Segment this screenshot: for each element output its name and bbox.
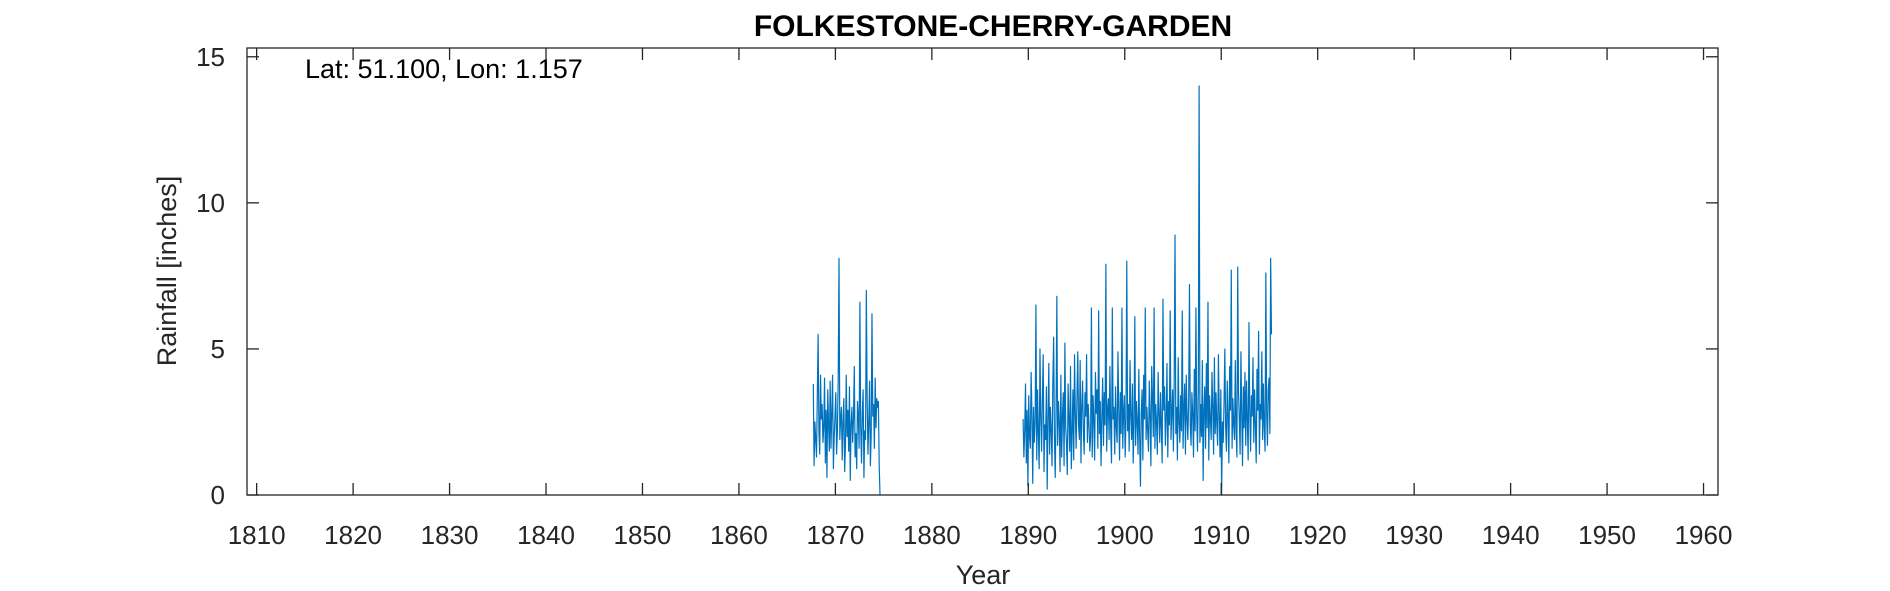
x-axis-label: Year	[956, 560, 1011, 590]
series-layer	[812, 85, 1273, 496]
plot-area	[247, 48, 1718, 495]
x-tick-label: 1870	[806, 520, 864, 550]
x-tick-label: 1850	[614, 520, 672, 550]
y-tick-label: 10	[196, 188, 225, 218]
x-tick-label: 1930	[1385, 520, 1443, 550]
y-ticks: 0 5 10 15	[196, 42, 1718, 510]
station-coordinates-annotation: Lat: 51.100, Lon: 1.157	[305, 54, 583, 84]
x-tick-label: 1860	[710, 520, 768, 550]
rainfall-series-segment	[1022, 85, 1273, 496]
axes-layer	[246, 47, 1719, 496]
y-axis-label: Rainfall [inches]	[152, 176, 182, 367]
y-tick-label: 0	[211, 480, 225, 510]
x-ticks: 1810 1820 1830 1840 1850 1860 1870 1880 1890 1900…	[228, 48, 1733, 550]
x-tick-label: 1840	[517, 520, 575, 550]
x-tick-label: 1950	[1578, 520, 1636, 550]
x-tick-label: 1920	[1289, 520, 1347, 550]
x-tick-label: 1910	[1192, 520, 1250, 550]
x-tick-label: 1820	[324, 520, 382, 550]
x-tick-label: 1830	[421, 520, 479, 550]
x-tick-label: 1940	[1482, 520, 1540, 550]
x-tick-label: 1900	[1096, 520, 1154, 550]
x-tick-label: 1890	[999, 520, 1057, 550]
chart-title: FOLKESTONE-CHERRY-GARDEN	[754, 10, 1232, 43]
axes-box	[246, 47, 1719, 496]
y-tick-label: 15	[196, 42, 225, 72]
y-tick-label: 5	[211, 334, 225, 364]
x-tick-label: 1810	[228, 520, 286, 550]
rainfall-series-segment	[812, 257, 881, 496]
x-tick-label: 1960	[1675, 520, 1733, 550]
x-tick-label: 1880	[903, 520, 961, 550]
